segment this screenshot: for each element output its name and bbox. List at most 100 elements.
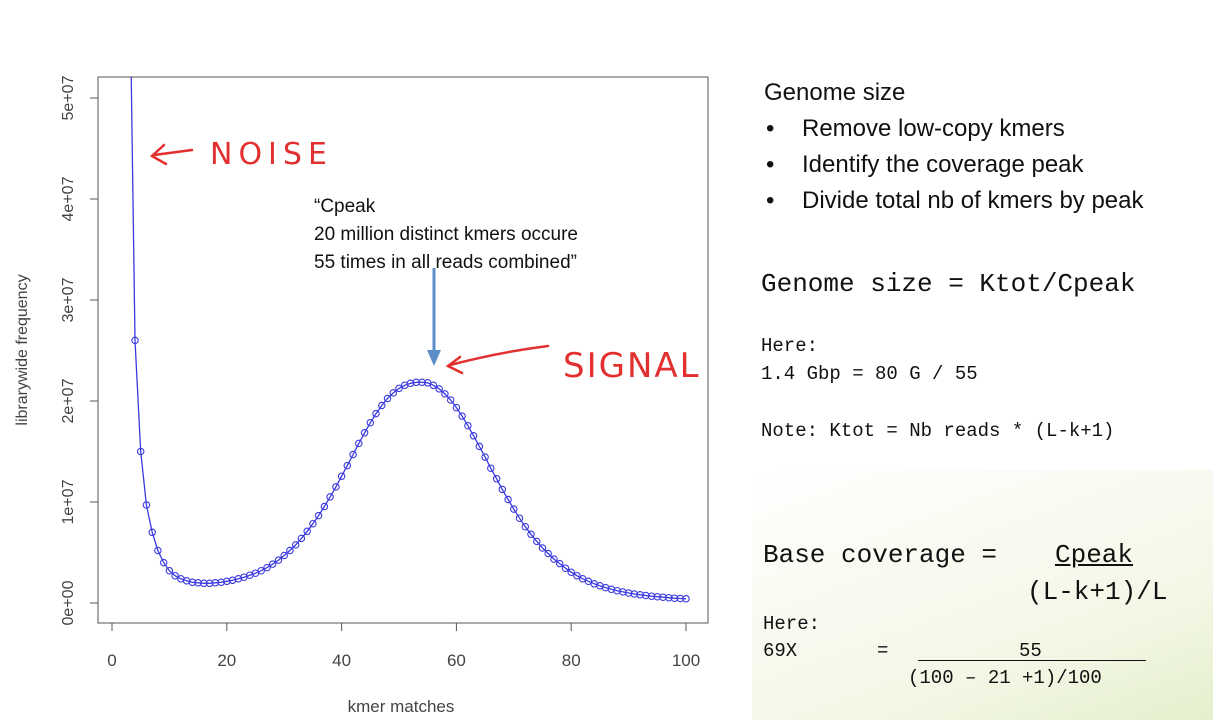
data-point <box>533 537 541 546</box>
y-tick-label: 1e+07 <box>60 479 77 524</box>
data-point <box>360 429 369 437</box>
data-point <box>573 571 581 580</box>
data-point <box>555 559 564 568</box>
list-item: • Identify the coverage peak <box>766 151 1084 178</box>
data-point <box>291 541 300 549</box>
x-tick-label: 80 <box>562 651 581 670</box>
data-point <box>263 563 271 572</box>
y-tick-label: 4e+07 <box>60 176 77 221</box>
x-axis-label: kmer matches <box>348 697 455 716</box>
data-point <box>429 381 438 390</box>
steps-heading: Genome size <box>764 79 906 106</box>
peak-annotation: “Cpeak 20 million distinct kmers occure 55… <box>314 193 578 277</box>
data-point <box>538 544 547 552</box>
data-point <box>148 528 156 537</box>
data-point <box>498 485 507 494</box>
signal-label: SIGNAL <box>563 346 701 386</box>
y-tick-label: 5e+07 <box>60 75 77 120</box>
bullet-icon: • <box>766 115 775 142</box>
data-point <box>159 558 168 567</box>
data-point <box>171 571 179 580</box>
data-point <box>653 592 662 601</box>
here-label-1: Here: <box>761 335 819 357</box>
list-item: • Remove low-copy kmers <box>766 115 1065 142</box>
data-point <box>670 594 679 602</box>
annotation-line-1: “Cpeak <box>314 196 376 217</box>
base-coverage-numerator: Cpeak <box>1055 540 1134 570</box>
panel-background <box>752 470 1213 720</box>
data-point <box>205 579 214 588</box>
bullet-icon: • <box>766 151 775 178</box>
data-point <box>217 578 225 587</box>
data-point <box>435 385 443 393</box>
y-tick-label: 0e+00 <box>60 580 77 625</box>
bullet-icon: • <box>766 187 775 214</box>
data-point <box>320 502 329 511</box>
data-point <box>223 577 231 586</box>
y-tick-label: 2e+07 <box>60 378 77 423</box>
data-point <box>521 522 530 531</box>
data-point <box>487 464 495 472</box>
data-point <box>515 514 524 522</box>
data-point <box>567 568 575 576</box>
data-point <box>200 579 208 588</box>
plot-frame <box>97 76 709 624</box>
data-point <box>481 453 489 461</box>
data-point <box>510 505 518 513</box>
data-point <box>624 589 633 597</box>
data-point <box>326 493 334 501</box>
list-item: • Divide total nb of kmers by peak <box>766 187 1144 214</box>
data-point <box>188 578 197 587</box>
data-point <box>412 378 420 387</box>
data-point <box>268 560 277 568</box>
data-point <box>619 588 627 596</box>
data-point <box>280 551 288 560</box>
x-tick-label: 0 <box>107 651 116 670</box>
data-point <box>682 595 690 603</box>
data-point <box>458 412 466 420</box>
data-point <box>464 421 472 430</box>
here-label-2: Here: <box>763 613 821 635</box>
data-point <box>544 549 552 558</box>
x-tick-label: 20 <box>217 651 236 670</box>
signal-arrow <box>445 344 550 375</box>
data-point <box>647 592 656 600</box>
data-point <box>211 579 220 587</box>
equals-sign: = <box>877 640 889 662</box>
coverage-example-numerator: 55 <box>1019 640 1042 662</box>
data-point <box>349 450 357 459</box>
ktot-note: Note: Ktot = Nb reads * (L-k+1) <box>761 420 1115 442</box>
data-point <box>337 472 346 480</box>
kmer-histogram-chart: 0 20 40 60 80 100 0e+00 1e+07 2e+07 3e+07 4e+07 5e+… <box>14 75 709 716</box>
data-point <box>343 461 352 470</box>
coverage-result: 69X <box>763 640 798 662</box>
annotation-line-2: 20 million distinct kmers occure <box>314 224 578 245</box>
data-point <box>475 442 484 451</box>
fraction-bar <box>918 660 1146 661</box>
data-point <box>527 530 535 539</box>
data-point <box>378 401 386 410</box>
data-point <box>406 379 415 388</box>
data-point <box>636 591 644 599</box>
data-point <box>504 495 512 504</box>
annotation-line-3: 55 times in all reads combined” <box>314 252 577 273</box>
genome-size-formula: Genome size = Ktot/Cpeak <box>761 269 1136 299</box>
data-point <box>355 439 363 448</box>
data-point <box>154 546 162 555</box>
data-point <box>286 546 294 555</box>
base-coverage-denominator: (L-k+1)/L <box>1027 577 1168 607</box>
coverage-example-denominator: (100 – 21 +1)/100 <box>908 667 1102 689</box>
data-point <box>314 511 323 520</box>
genome-size-example: 1.4 Gbp = 80 G / 55 <box>761 363 978 385</box>
x-tick-label: 100 <box>672 651 700 670</box>
data-point <box>309 519 317 528</box>
data-point <box>303 527 311 536</box>
data-point <box>389 389 398 397</box>
data-point <box>194 579 202 587</box>
peak-arrow-head <box>427 350 441 366</box>
data-point <box>676 594 685 603</box>
data-point <box>142 501 151 509</box>
data-point <box>492 475 501 483</box>
x-tick-label: 40 <box>332 651 351 670</box>
data-point <box>332 483 340 491</box>
